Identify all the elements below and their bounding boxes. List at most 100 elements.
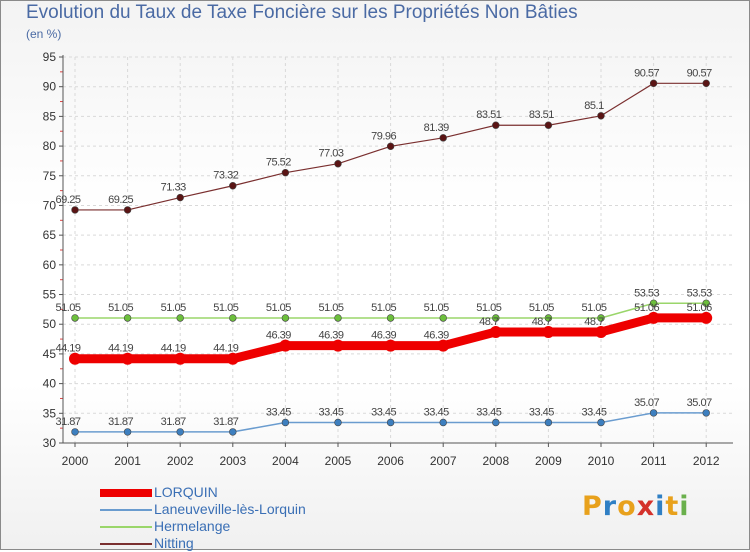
data-point xyxy=(121,352,134,365)
data-point xyxy=(700,311,713,324)
data-point xyxy=(492,314,500,322)
data-label: 33.45 xyxy=(266,407,291,419)
data-point xyxy=(492,418,500,427)
data-point xyxy=(71,206,79,214)
data-label: 51.05 xyxy=(371,302,396,314)
x-tick-label: 2003 xyxy=(219,454,246,468)
data-point xyxy=(281,314,290,322)
chart-subtitle: (en %) xyxy=(26,27,62,41)
data-label: 33.45 xyxy=(318,407,343,419)
legend-label: Nitting xyxy=(154,535,194,551)
data-label: 69.25 xyxy=(55,194,80,206)
data-label: 51.05 xyxy=(476,302,501,314)
data-label: 51.06 xyxy=(634,302,659,314)
x-tick-label: 2010 xyxy=(588,454,615,468)
data-point xyxy=(176,314,184,322)
data-point xyxy=(492,121,500,129)
x-tick-label: 2009 xyxy=(535,454,562,468)
data-point xyxy=(542,325,555,338)
data-point xyxy=(647,311,660,324)
data-point xyxy=(229,182,237,190)
data-label: 51.05 xyxy=(424,302,449,314)
data-point xyxy=(334,418,342,427)
data-point xyxy=(332,339,344,352)
data-label: 48.7 xyxy=(584,316,604,328)
data-point xyxy=(702,299,710,307)
data-label: 83.51 xyxy=(529,109,554,121)
data-point xyxy=(702,409,710,417)
data-label: 46.39 xyxy=(424,330,449,342)
data-label: 33.45 xyxy=(529,407,554,419)
data-label: 35.07 xyxy=(634,397,659,409)
y-tick-label: 70 xyxy=(43,198,57,212)
data-label: 51.05 xyxy=(108,302,133,314)
y-tick-label: 30 xyxy=(43,436,57,450)
data-point xyxy=(597,314,605,322)
data-point xyxy=(123,428,132,436)
data-point xyxy=(649,79,658,88)
x-tick-label: 2006 xyxy=(377,454,404,468)
data-point xyxy=(439,134,447,142)
data-label: 79.96 xyxy=(371,130,396,142)
x-tick-label: 2005 xyxy=(325,454,352,468)
logo-letter: o xyxy=(617,491,637,522)
data-point xyxy=(279,339,292,352)
data-point xyxy=(334,314,342,322)
data-point xyxy=(437,339,450,352)
data-label: 46.39 xyxy=(266,330,291,342)
data-label: 51.05 xyxy=(213,302,238,314)
y-tick-label: 85 xyxy=(43,109,57,123)
y-tick-label: 90 xyxy=(43,80,57,94)
data-label: 73.32 xyxy=(213,170,238,182)
data-label: 81.39 xyxy=(424,122,449,134)
data-label: 46.39 xyxy=(318,330,343,342)
legend-swatch xyxy=(100,489,152,497)
data-point xyxy=(229,314,237,322)
y-tick-label: 95 xyxy=(43,50,57,64)
legend-label: Hermelange xyxy=(154,518,231,534)
data-label: 51.05 xyxy=(55,302,80,314)
data-point xyxy=(123,206,132,214)
data-point xyxy=(386,418,395,427)
data-label: 33.45 xyxy=(476,407,501,419)
logo-letter: x xyxy=(636,491,656,522)
x-tick-label: 2001 xyxy=(114,454,141,468)
data-label: 35.07 xyxy=(687,397,712,409)
data-point xyxy=(123,314,132,322)
y-tick-label: 35 xyxy=(43,406,57,420)
data-label: 85.1 xyxy=(584,100,604,112)
data-point xyxy=(386,314,395,322)
data-point xyxy=(544,418,553,427)
data-label: 90.57 xyxy=(634,67,659,79)
data-point xyxy=(226,352,239,365)
data-label: 53.53 xyxy=(634,287,659,299)
data-label: 31.87 xyxy=(213,416,238,428)
data-label: 46.39 xyxy=(371,330,396,342)
data-label: 51.05 xyxy=(266,302,291,314)
x-tick-label: 2002 xyxy=(167,454,194,468)
data-label: 33.45 xyxy=(581,407,606,419)
proxiti-logo: Proxiti xyxy=(582,491,690,522)
data-label: 51.05 xyxy=(318,302,343,314)
data-label: 53.53 xyxy=(687,287,712,299)
data-point xyxy=(176,193,184,202)
data-point xyxy=(439,418,447,427)
data-point xyxy=(649,409,658,417)
y-tick-label: 80 xyxy=(43,139,57,153)
logo-letter: t xyxy=(665,491,680,522)
x-tick-label: 2007 xyxy=(430,454,457,468)
data-point xyxy=(71,314,79,322)
data-label: 51.06 xyxy=(687,302,712,314)
legend-swatch xyxy=(100,543,152,545)
chart-title: Evolution du Taux de Taxe Foncière sur l… xyxy=(26,2,578,23)
data-point xyxy=(69,352,81,365)
data-label: 71.33 xyxy=(161,182,186,194)
data-point xyxy=(597,112,605,120)
logo-letter: i xyxy=(655,491,666,522)
data-point xyxy=(702,79,710,88)
data-point xyxy=(334,160,342,168)
y-tick-label: 60 xyxy=(43,258,57,272)
data-label: 48.7 xyxy=(479,316,499,328)
